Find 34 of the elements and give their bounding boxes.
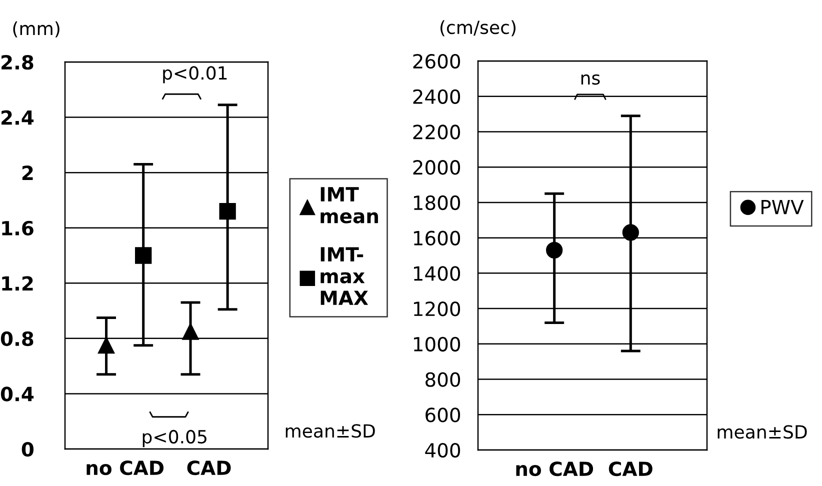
annotation: p<0.01 bbox=[163, 66, 227, 84]
y-tick-label: 1600 bbox=[414, 230, 460, 246]
x-tick-label: CAD bbox=[608, 461, 652, 476]
y-tick-label: 0 bbox=[22, 442, 34, 457]
y-axis-title: (cm/sec) bbox=[440, 20, 516, 36]
x-tick-label: CAD bbox=[187, 460, 231, 476]
y-tick-label: 2600 bbox=[413, 54, 460, 69]
x-tick-label: no CAD bbox=[516, 461, 594, 476]
y-tick-label: 0.4 bbox=[0, 386, 34, 402]
y-tick-label: 2.8 bbox=[2, 54, 34, 70]
x-tick-label: no CAD bbox=[86, 460, 164, 476]
y-tick-label: 2400 bbox=[413, 89, 460, 104]
annotation: ns bbox=[581, 74, 600, 85]
y-tick-label: 2200 bbox=[413, 124, 460, 140]
y-tick-label: 1.2 bbox=[2, 276, 33, 291]
y-tick-label: 600 bbox=[426, 408, 460, 422]
y-tick-label: 1400 bbox=[414, 266, 460, 281]
legend-label: PWV bbox=[762, 200, 804, 214]
y-tick-label: 1000 bbox=[414, 336, 460, 352]
annotation: p<0.05 bbox=[142, 430, 206, 448]
y-tick-label: 0.8 bbox=[0, 331, 34, 346]
legend-label: IMT mean bbox=[320, 187, 378, 224]
legend-label: IMT- max MAX bbox=[320, 247, 368, 305]
y-tick-label: 2 bbox=[22, 166, 33, 180]
y-tick-label: 2.4 bbox=[2, 110, 34, 125]
y-tick-label: 800 bbox=[426, 372, 460, 387]
text: mean±SD bbox=[718, 425, 807, 439]
y-axis-title: (mm) bbox=[13, 21, 60, 38]
y-tick-label: 2000 bbox=[413, 160, 460, 175]
y-tick-label: 400 bbox=[425, 442, 460, 458]
y-tick-label: 1800 bbox=[414, 195, 460, 210]
y-tick-label: 1200 bbox=[414, 302, 460, 316]
y-tick-label: 1.6 bbox=[2, 220, 34, 236]
text: mean±SD bbox=[286, 424, 375, 438]
